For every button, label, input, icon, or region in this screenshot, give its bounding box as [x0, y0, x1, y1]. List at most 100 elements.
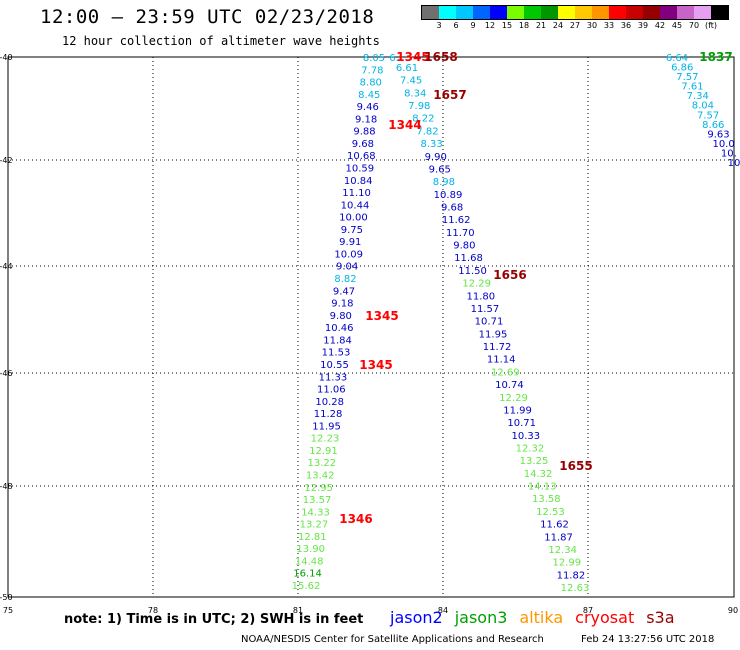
swh-value: 9.65 — [429, 165, 451, 176]
legend-swatch — [439, 6, 456, 19]
swh-value: 10.0 — [712, 139, 734, 150]
footer-note: note: 1) Time is in UTC; 2) SWH is in fe… — [64, 612, 364, 627]
swh-value: 14.48 — [295, 556, 324, 567]
swh-value: 7.57 — [676, 72, 698, 83]
swh-value: 12.34 — [548, 545, 577, 556]
map-title: 12:00 – 23:59 UTC 02/23/2018 — [40, 6, 375, 28]
swh-value: 9.90 — [425, 152, 447, 163]
legend-label: 39 — [637, 21, 649, 30]
legend-swatch — [626, 6, 643, 19]
pass-time-label: 1345 — [365, 309, 398, 323]
swh-value: 15.62 — [292, 581, 321, 592]
swh-value: 11.06 — [317, 385, 346, 396]
legend-swatches — [421, 5, 729, 20]
lon-label: 84 — [438, 606, 448, 615]
map-subtitle: 12 hour collection of altimeter wave hei… — [62, 34, 380, 48]
swh-value: 11.28 — [314, 409, 343, 420]
swh-value: 8.98 — [433, 177, 455, 188]
swh-value: 7.45 — [400, 76, 422, 87]
swh-value: 11.53 — [322, 348, 351, 359]
swh-value: 9.88 — [353, 127, 375, 138]
swh-value: 9.68 — [352, 139, 374, 150]
swh-value: 9.91 — [339, 237, 361, 248]
legend-label: 18 — [518, 21, 530, 30]
legend-label: (ft) — [704, 21, 718, 30]
swh-value: 9.04 — [336, 262, 358, 273]
swh-value: 11.82 — [557, 570, 586, 581]
swh-value: 10.28 — [315, 397, 344, 408]
swh-value: 11.95 — [312, 421, 341, 432]
swh-value: 10.00 — [339, 213, 368, 224]
pass-time-label: 1345 — [359, 358, 392, 372]
pass-time-label: 1345 — [396, 50, 429, 64]
legend-label: 33 — [603, 21, 615, 30]
swh-value: 13.27 — [300, 520, 329, 531]
swh-value: 13.57 — [303, 495, 332, 506]
swh-value: 9.75 — [341, 225, 363, 236]
legend-label: 21 — [535, 21, 547, 30]
legend-swatch — [660, 6, 677, 19]
swh-value: 9.18 — [355, 114, 377, 125]
swh-value: 10.44 — [341, 200, 370, 211]
swh-value: 8.66 — [702, 120, 724, 131]
swh-value: 12.32 — [516, 444, 545, 455]
satellite-legend-cryosat: cryosat — [575, 608, 635, 627]
swh-value: 10.55 — [320, 360, 349, 371]
swh-value: 7.78 — [361, 65, 383, 76]
swh-value: 13.22 — [307, 458, 336, 469]
pass-time-label: 1656 — [493, 268, 526, 282]
lat-label: -42 — [0, 156, 13, 165]
swh-value: 12.63 — [561, 583, 590, 594]
swh-value: 11.33 — [319, 372, 348, 383]
swh-value: 8.82 — [334, 274, 356, 285]
lat-label: -50 — [0, 593, 13, 602]
swh-value: 7.34 — [687, 91, 709, 102]
legend-swatch — [473, 6, 490, 19]
legend-swatch — [694, 6, 711, 19]
swh-value: 8.05 — [363, 53, 385, 64]
swh-value: 10.09 — [334, 250, 363, 261]
swh-value: 9.80 — [330, 311, 352, 322]
swh-value: 11.57 — [471, 304, 500, 315]
swh-value: 10.74 — [495, 380, 524, 391]
swh-value: 6. — [389, 53, 399, 64]
swh-value: 14.33 — [301, 507, 330, 518]
pass-time-label: 1344 — [388, 118, 421, 132]
swh-value: 13.25 — [520, 456, 549, 467]
swh-value: 11.68 — [454, 253, 483, 264]
swh-value: 10.68 — [347, 151, 376, 162]
swh-value: 11.95 — [479, 329, 508, 340]
swh-value: 11.10 — [342, 188, 371, 199]
swh-value: 12.69 — [491, 367, 520, 378]
legend-label: 12 — [484, 21, 496, 30]
swh-value: 9.18 — [331, 299, 353, 310]
swh-value: 11.14 — [487, 355, 516, 366]
legend-swatch — [711, 6, 728, 19]
swh-value: 8.45 — [358, 90, 380, 101]
legend-label: 36 — [620, 21, 632, 30]
swh-value: 11.50 — [458, 266, 487, 277]
legend-label: 9 — [470, 21, 476, 30]
swh-value: 10 — [728, 158, 740, 169]
legend-swatch — [507, 6, 524, 19]
legend-swatch — [677, 6, 694, 19]
legend-labels: 3 6 9 12 15 18 21 24 27 30 33 36 39 42 45 70 (ft) — [421, 20, 727, 33]
swh-value: 11.70 — [446, 228, 475, 239]
credit-line: NOAA/NESDIS Center for Satellite Applica… — [241, 634, 544, 645]
legend-swatch — [541, 6, 558, 19]
swh-value: 11.87 — [544, 532, 573, 543]
generated-timestamp: Feb 24 13:27:56 UTC 2018 — [581, 634, 715, 645]
legend-label: 42 — [654, 21, 666, 30]
swh-value: 14.13 — [528, 482, 557, 493]
lon-label: 81 — [293, 606, 303, 615]
swh-value: 6.86 — [671, 63, 693, 74]
swh-value: 14.32 — [524, 469, 553, 480]
lat-label: -40 — [0, 53, 13, 62]
swh-value: 12.23 — [311, 434, 340, 445]
swh-value: 10.84 — [344, 176, 373, 187]
legend-swatch — [456, 6, 473, 19]
legend-swatch — [575, 6, 592, 19]
satellite-legend-jason2: jason2 — [390, 608, 443, 627]
swh-value: 6.61 — [396, 63, 418, 74]
